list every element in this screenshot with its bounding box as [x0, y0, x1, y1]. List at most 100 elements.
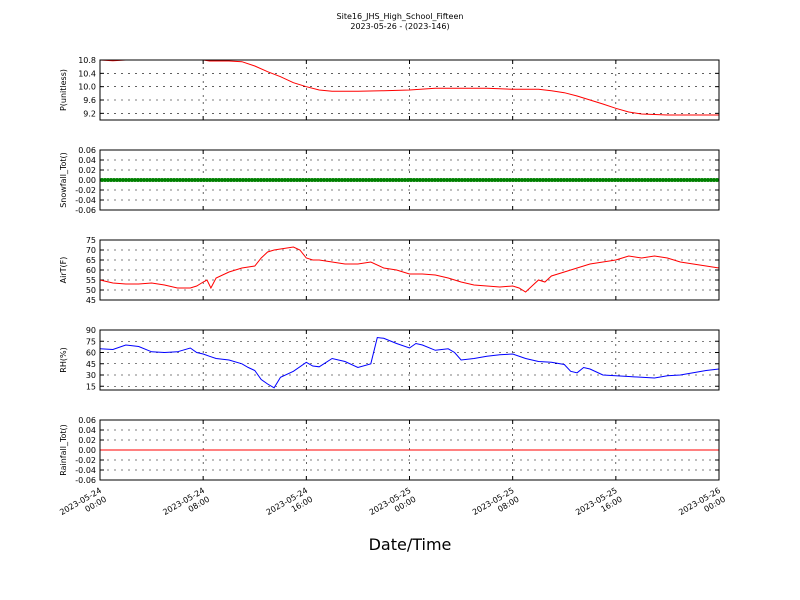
series-marker — [118, 178, 122, 182]
series-marker — [490, 178, 494, 182]
series-marker — [283, 178, 287, 182]
series-marker — [685, 178, 689, 182]
series-marker — [241, 178, 245, 182]
series-marker — [262, 178, 266, 182]
series-marker — [652, 178, 656, 182]
series-marker — [379, 178, 383, 182]
series-marker — [343, 178, 347, 182]
series-marker — [484, 178, 488, 182]
series-marker — [289, 178, 293, 182]
series-marker — [613, 178, 617, 182]
series-marker — [472, 178, 476, 182]
series-marker — [139, 178, 143, 182]
series-marker — [562, 178, 566, 182]
y-tick-label: 0.06 — [78, 416, 96, 425]
series-marker — [346, 178, 350, 182]
series-marker — [532, 178, 536, 182]
series-marker — [628, 178, 632, 182]
series-marker — [268, 178, 272, 182]
series-marker — [535, 178, 539, 182]
series-marker — [121, 178, 125, 182]
series-marker — [109, 178, 113, 182]
series-marker — [529, 178, 533, 182]
y-tick-label: 0.02 — [78, 436, 96, 445]
series-marker — [274, 178, 278, 182]
series-marker — [358, 178, 362, 182]
series-marker — [625, 178, 629, 182]
series-marker — [547, 178, 551, 182]
chart-title: Site16_JHS_High_School_Fifteen — [337, 12, 464, 21]
series-marker — [565, 178, 569, 182]
series-marker — [238, 178, 242, 182]
series-marker — [103, 178, 107, 182]
series-marker — [325, 178, 329, 182]
series-marker — [112, 178, 116, 182]
series-marker — [181, 178, 185, 182]
y-tick-label: 65 — [86, 256, 96, 265]
y-axis-label: Snowfall_Tot() — [59, 152, 68, 208]
series-marker — [667, 178, 671, 182]
y-tick-label: 75 — [86, 236, 96, 245]
series-marker — [124, 178, 128, 182]
x-axis-label: Date/Time — [369, 535, 452, 554]
series-marker — [643, 178, 647, 182]
series-marker — [415, 178, 419, 182]
y-tick-label: 70 — [86, 246, 96, 255]
y-tick-label: 0.04 — [78, 156, 96, 165]
series-marker — [574, 178, 578, 182]
series-marker — [451, 178, 455, 182]
series-marker — [637, 178, 641, 182]
series-marker — [190, 178, 194, 182]
series-marker — [496, 178, 500, 182]
panel-0: 9.2 9.6 10.0 10.4 10.8 P(unitless) — [59, 56, 720, 121]
series-marker — [142, 178, 146, 182]
series-marker — [682, 178, 686, 182]
panel-frame — [99, 149, 720, 211]
series-marker — [340, 178, 344, 182]
series-marker — [424, 178, 428, 182]
series-marker — [673, 178, 677, 182]
series-marker — [370, 178, 374, 182]
series-marker — [598, 178, 602, 182]
series-marker — [694, 178, 698, 182]
series-marker — [712, 178, 716, 182]
series-marker — [202, 178, 206, 182]
series-marker — [211, 178, 215, 182]
series-marker — [130, 178, 134, 182]
series-marker — [145, 178, 149, 182]
series-marker — [463, 178, 467, 182]
y-tick-label: 90 — [86, 326, 96, 335]
series-marker — [175, 178, 179, 182]
series-marker — [391, 178, 395, 182]
series-marker — [631, 178, 635, 182]
y-tick-label: 45 — [86, 360, 96, 369]
series-marker — [583, 178, 587, 182]
series-marker — [286, 178, 290, 182]
y-tick-label: 9.6 — [83, 96, 96, 105]
panel-1: -0.06-0.04-0.020.000.020.040.06 Snowfall_… — [59, 146, 720, 215]
series-marker — [709, 178, 713, 182]
series-marker — [505, 178, 509, 182]
y-tick-label: 60 — [86, 349, 96, 358]
series-marker — [232, 178, 236, 182]
series-marker — [277, 178, 281, 182]
series-marker — [115, 178, 119, 182]
series-marker — [412, 178, 416, 182]
y-tick-label: 60 — [86, 266, 96, 275]
series-marker — [538, 178, 542, 182]
panel-4: -0.06-0.04-0.020.000.020.040.06 Rainfall_… — [59, 416, 720, 485]
series-marker — [271, 178, 275, 182]
series-marker — [514, 178, 518, 182]
series-marker — [328, 178, 332, 182]
y-tick-label: 10.0 — [78, 83, 96, 92]
y-tick-label: 50 — [86, 286, 96, 295]
series-marker — [481, 178, 485, 182]
y-axis-label: RH(%) — [59, 347, 68, 372]
series-marker — [688, 178, 692, 182]
series-marker — [229, 178, 233, 182]
series-marker — [310, 178, 314, 182]
